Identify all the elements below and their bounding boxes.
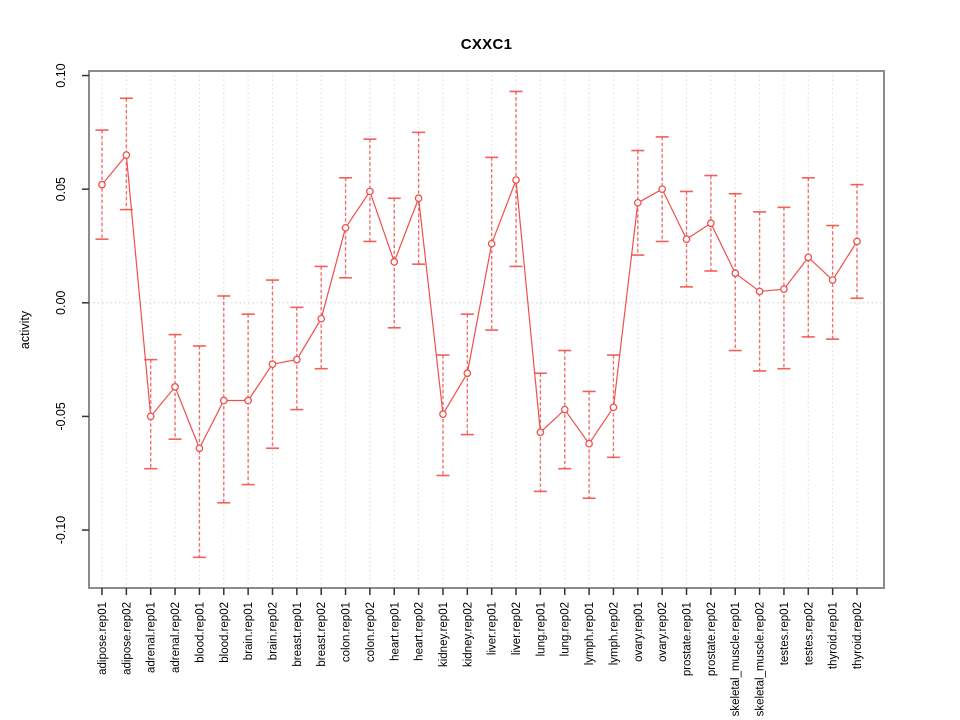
x-tick-label: breast.rep02 <box>316 602 328 667</box>
y-tick-label: 0.05 <box>54 177 68 201</box>
data-point <box>633 198 642 207</box>
data-point <box>390 258 399 266</box>
data-point <box>98 180 106 189</box>
data-point <box>585 439 593 448</box>
data-point <box>171 383 179 391</box>
x-tick-label: blood.rep01 <box>194 602 206 663</box>
x-tick-label: lung.rep01 <box>535 602 547 656</box>
x-tick-label: skeletal_muscle.rep02 <box>755 602 767 716</box>
x-tick-label: brain.rep02 <box>267 602 279 660</box>
x-tick-label: adrenal.rep02 <box>170 602 182 673</box>
x-tick-label: colon.rep01 <box>341 602 353 662</box>
data-point <box>341 223 350 232</box>
data-point <box>828 276 837 284</box>
data-point <box>463 369 472 378</box>
x-tick-label: breast.rep01 <box>292 602 304 667</box>
x-tick-label: skeletal_muscle.rep01 <box>730 602 742 716</box>
data-point <box>292 355 301 364</box>
x-tick-label: blood.rep02 <box>219 602 231 663</box>
x-tick-label: adrenal.rep01 <box>146 602 158 673</box>
data-point <box>536 428 545 437</box>
chart-title: CXXC1 <box>460 36 513 53</box>
x-tick-label: lymph.rep01 <box>584 602 596 665</box>
x-tick-label: ovary.rep01 <box>633 602 645 662</box>
x-tick-label: prostate.rep02 <box>706 602 718 676</box>
data-point <box>512 176 520 184</box>
x-tick-label: colon.rep02 <box>365 602 377 662</box>
x-tick-label: lymph.rep02 <box>608 602 620 665</box>
data-point <box>731 269 740 278</box>
data-point <box>122 151 131 159</box>
series-line <box>101 153 858 450</box>
x-tick-label: kidney.rep02 <box>462 602 474 667</box>
y-axis-title-text: activity <box>18 310 32 350</box>
y-tick-label: 0.00 <box>54 291 68 315</box>
x-tick-label: brain.rep01 <box>243 602 255 660</box>
data-point <box>658 185 667 194</box>
x-tick-label: prostate.rep01 <box>682 602 694 676</box>
x-tick-label: thyroid.rep02 <box>852 602 864 669</box>
x-tick-label: heart.rep02 <box>414 602 426 661</box>
data-point <box>707 219 715 228</box>
x-tick-label: adipose.rep02 <box>121 602 133 675</box>
x-tick-label: kidney.rep01 <box>438 602 450 667</box>
data-point <box>853 237 861 246</box>
data-point <box>439 410 447 419</box>
x-tick-label: ovary.rep02 <box>657 602 669 662</box>
data-point <box>414 194 423 203</box>
data-point <box>609 403 618 412</box>
plot-border <box>88 70 885 589</box>
x-tick-label: thyroid.rep01 <box>828 602 840 669</box>
x-tick-label: heart.rep01 <box>389 602 401 661</box>
data-point <box>755 287 764 296</box>
data-point <box>244 396 252 405</box>
data-point <box>268 360 277 369</box>
x-tick-label: liver.rep02 <box>511 602 523 655</box>
data-point <box>682 235 691 244</box>
x-tick-label: lung.rep02 <box>560 602 572 656</box>
x-tick-label: testes.rep02 <box>803 602 815 665</box>
data-point <box>195 444 204 453</box>
x-tick-label: liver.rep01 <box>487 602 499 655</box>
y-tick-label: -0.05 <box>54 402 68 431</box>
y-tick-label: -0.10 <box>54 516 68 545</box>
data-point <box>487 239 496 248</box>
data-point <box>366 187 374 196</box>
data-point <box>146 412 155 421</box>
x-tick-label: adipose.rep01 <box>97 602 109 675</box>
data-point <box>780 285 788 294</box>
x-tick-label: testes.rep01 <box>779 602 791 665</box>
data-point <box>560 405 569 414</box>
data-point <box>219 396 228 405</box>
y-tick-label: 0.10 <box>54 63 68 87</box>
data-point <box>804 253 813 262</box>
data-point <box>317 314 326 323</box>
